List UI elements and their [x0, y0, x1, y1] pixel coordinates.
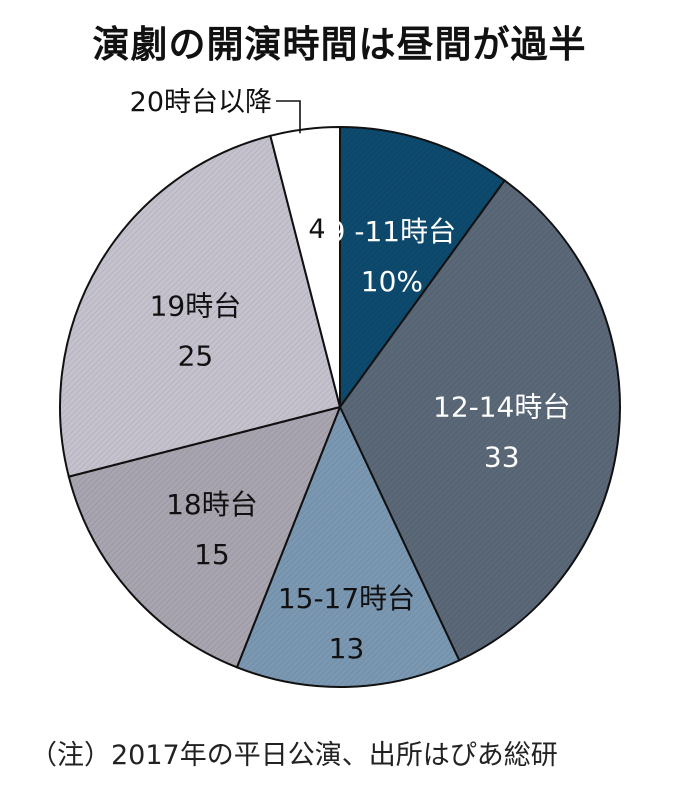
pie-slice-texture-4 — [68, 407, 341, 668]
callout-leader-line — [276, 100, 301, 134]
pie-slice-texture-2 — [340, 180, 620, 661]
slice-category-label-2: 12-14時台 — [433, 390, 570, 423]
slice-category-label-1: 9 -11時台 — [328, 215, 456, 248]
slice-category-label-3: 15-17時台 — [278, 582, 415, 615]
pie-slice-texture-5 — [60, 135, 341, 477]
slice-category-label-6: 20時台以降 — [130, 87, 272, 118]
footnote: （注）2017年の平日公演、出所はぴあ総研 — [30, 740, 558, 771]
chart-title: 演劇の開演時間は昼間が過半 — [92, 23, 587, 66]
slice-value-label-5: 25 — [178, 340, 214, 373]
pie-slice-texture-1 — [340, 127, 505, 407]
pie-slice-texture-3 — [236, 407, 460, 687]
slice-value-label-4: 15 — [194, 538, 230, 571]
slice-value-label-2: 33 — [484, 440, 520, 473]
slice-category-label-4: 18時台 — [166, 488, 258, 521]
slice-value-label-1: 10% — [361, 265, 423, 298]
pie-slice-6 — [269, 125, 341, 408]
slice-value-label-3: 13 — [329, 632, 365, 665]
slice-category-label-5: 19時台 — [150, 290, 242, 323]
slice-value-label-6: 4 — [308, 214, 325, 245]
